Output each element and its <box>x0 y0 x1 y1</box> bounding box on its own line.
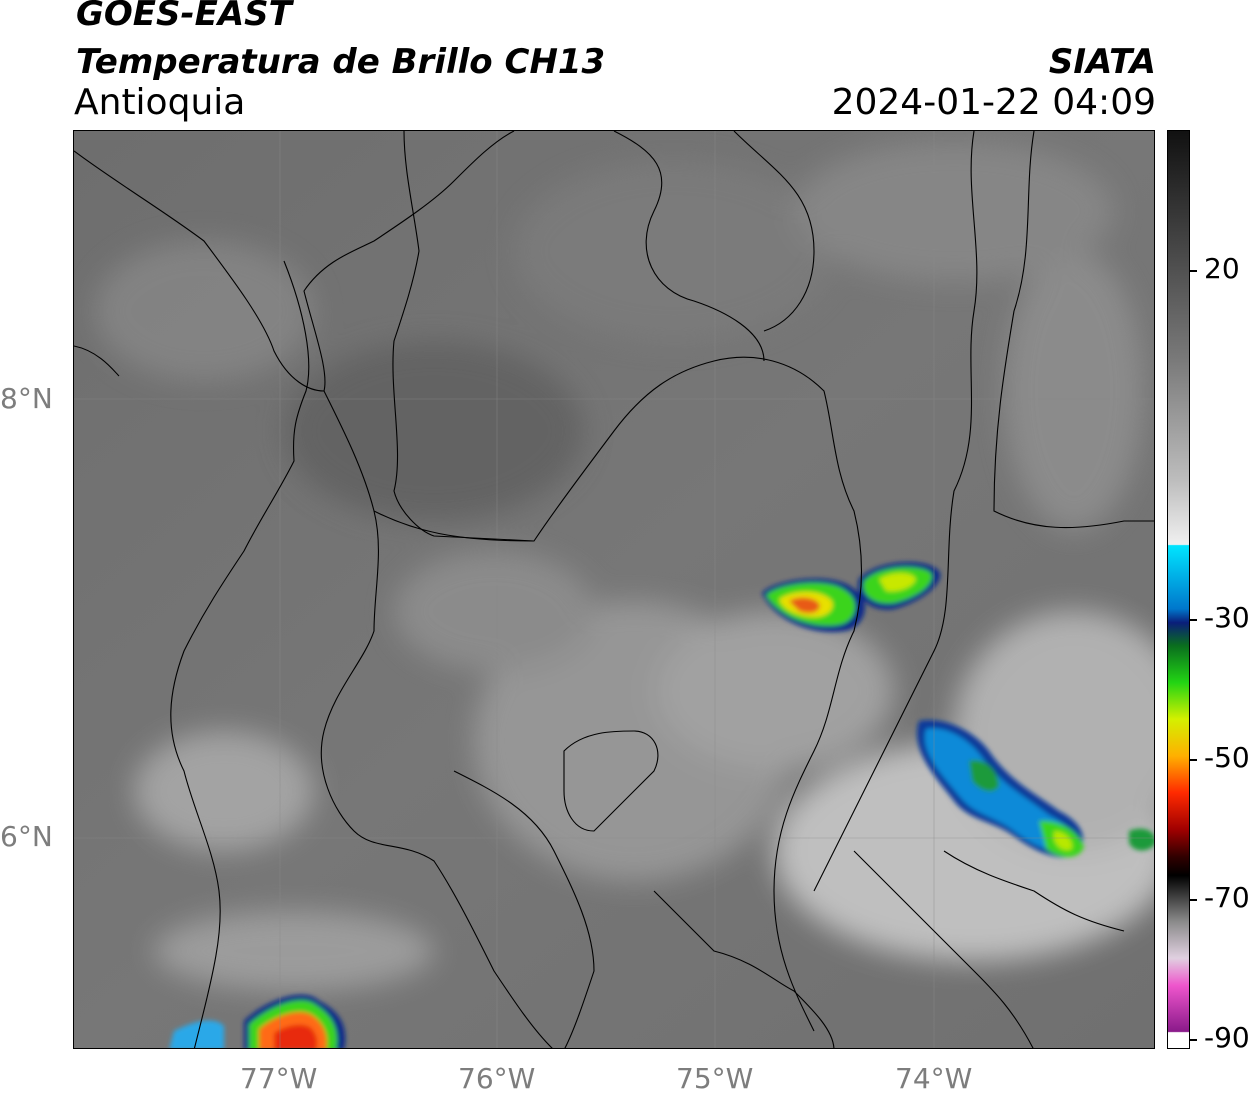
cold-cloud-shading <box>94 141 1154 991</box>
datetime-label: 2024-01-22 04:09 <box>831 82 1156 123</box>
colorbar-tick-20 <box>1190 270 1197 272</box>
colorbar-tick-m50 <box>1190 759 1197 761</box>
satellite-map[interactable] <box>73 130 1155 1049</box>
coastline-caribbean <box>74 131 515 392</box>
east-branch <box>813 131 978 892</box>
agency-label: SIATA <box>1048 42 1156 82</box>
colorbar-label-m50: -50 <box>1204 741 1250 774</box>
colorbar-tick-m90 <box>1190 1039 1197 1041</box>
lon-label-74: 74°W <box>895 1062 973 1095</box>
lat-label-6: 6°N <box>0 820 53 853</box>
cordoba <box>392 131 535 542</box>
colorbar-label-20: 20 <box>1204 252 1240 285</box>
colorbar-label-m30: -30 <box>1204 601 1250 634</box>
colorbar-label-m70: -70 <box>1204 881 1250 914</box>
graticule <box>74 131 1154 1048</box>
colorbar-label-m90: -90 <box>1204 1021 1250 1054</box>
lon-label-77: 77°W <box>240 1062 318 1095</box>
coastline-caribbean-2 <box>74 345 120 377</box>
colorbar <box>1167 130 1190 1049</box>
colorbar-tick-m70 <box>1190 899 1197 901</box>
colorbar-gradient <box>1168 131 1189 1048</box>
antioquia-west <box>320 390 553 1048</box>
colorbar-tick-m30 <box>1190 619 1197 621</box>
gulf-uraba <box>170 260 310 1048</box>
lat-label-8: 8°N <box>0 382 53 415</box>
santander <box>733 131 815 332</box>
convective-cells <box>169 562 1154 1048</box>
south-lines <box>453 770 1125 1048</box>
lon-label-76: 76°W <box>458 1062 536 1095</box>
region-label: Antioquia <box>74 82 246 123</box>
municipal-outline <box>563 730 659 832</box>
satellite-title: GOES-EAST <box>76 0 292 34</box>
boundaries <box>74 131 1154 1048</box>
east-border <box>993 131 1154 529</box>
bolivar <box>613 131 765 362</box>
map-canvas <box>74 131 1154 1048</box>
antioquia-north <box>373 356 863 1032</box>
lon-label-75: 75°W <box>676 1062 754 1095</box>
product-title: Temperatura de Brillo CH13 <box>76 42 606 82</box>
